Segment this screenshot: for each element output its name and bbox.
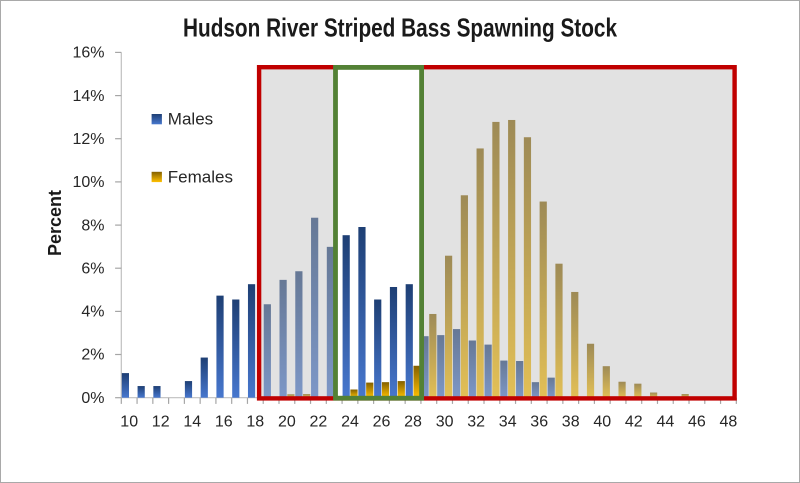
svg-text:Hudson River Striped Bass Spaw: Hudson River Striped Bass Spawning Stock — [183, 13, 617, 42]
svg-text:34: 34 — [499, 414, 517, 431]
svg-text:14: 14 — [183, 414, 201, 431]
svg-text:6%: 6% — [81, 260, 104, 277]
svg-text:28: 28 — [404, 414, 422, 431]
svg-text:30: 30 — [436, 414, 454, 431]
svg-text:20: 20 — [278, 414, 296, 431]
svg-text:2%: 2% — [81, 347, 104, 364]
svg-text:46: 46 — [688, 414, 706, 431]
svg-text:42: 42 — [625, 414, 643, 431]
svg-text:16%: 16% — [72, 45, 104, 62]
svg-text:12%: 12% — [72, 131, 104, 148]
svg-text:40: 40 — [593, 414, 611, 431]
svg-text:38: 38 — [562, 414, 580, 431]
svg-text:24: 24 — [341, 414, 359, 431]
svg-text:44: 44 — [657, 414, 675, 431]
svg-text:48: 48 — [720, 414, 738, 431]
svg-text:32: 32 — [467, 414, 485, 431]
svg-text:22: 22 — [310, 414, 328, 431]
svg-text:Females: Females — [168, 167, 233, 186]
svg-text:36: 36 — [530, 414, 548, 431]
svg-text:12: 12 — [152, 414, 170, 431]
svg-text:16: 16 — [215, 414, 233, 431]
svg-text:Males: Males — [168, 110, 213, 129]
svg-text:0%: 0% — [81, 390, 104, 407]
svg-text:4%: 4% — [81, 304, 104, 321]
svg-text:26: 26 — [373, 414, 391, 431]
svg-text:8%: 8% — [81, 217, 104, 234]
svg-text:14%: 14% — [72, 88, 104, 105]
svg-text:10: 10 — [120, 414, 138, 431]
svg-text:10%: 10% — [72, 174, 104, 191]
svg-text:18: 18 — [246, 414, 264, 431]
svg-text:Percent: Percent — [45, 190, 65, 256]
